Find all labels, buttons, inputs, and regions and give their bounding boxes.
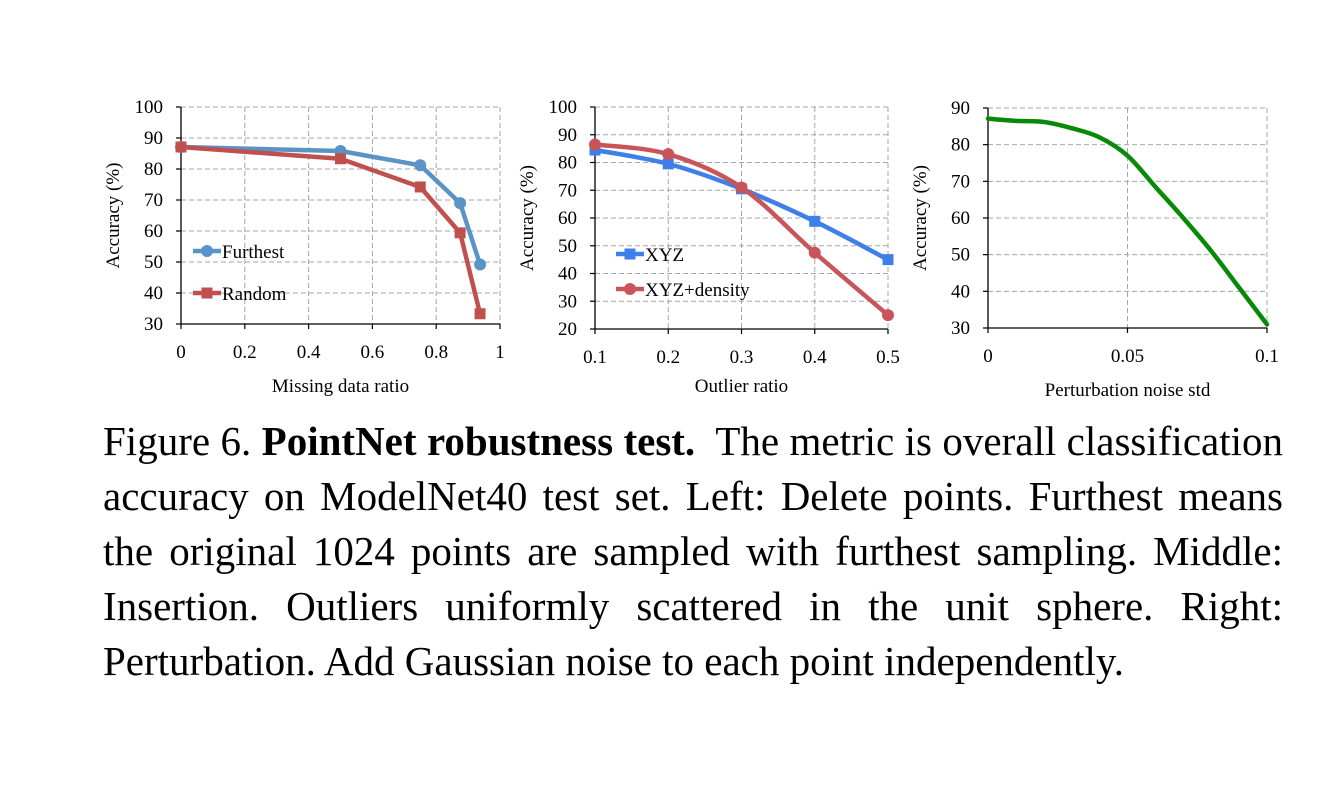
y-tick-label: 30 xyxy=(951,318,970,339)
y-tick-label: 60 xyxy=(558,208,577,229)
figure-charts: 30 40 50 60 70 80 90 100 0 0.2 0.4 0.6 0.8 1 Missing d… xyxy=(103,97,1279,401)
x-tick-label: 0.8 xyxy=(424,342,448,363)
x-tick-label: 0.05 xyxy=(1111,346,1144,367)
x-tick-label: 0.4 xyxy=(803,347,827,368)
y-tick-label: 60 xyxy=(144,221,163,242)
y-tick-label: 80 xyxy=(951,135,970,156)
x-tick-label: 0.3 xyxy=(730,347,754,368)
y-tick-label: 90 xyxy=(144,128,163,149)
x-axis-label: Perturbation noise std xyxy=(1045,380,1211,401)
data-point xyxy=(662,148,675,161)
y-tick-label: 80 xyxy=(558,153,577,174)
y-tick-label: 80 xyxy=(144,159,163,180)
data-point xyxy=(414,181,426,193)
y-tick-label: 100 xyxy=(549,97,578,118)
data-point xyxy=(809,215,821,227)
x-axis-label: Outlier ratio xyxy=(695,376,788,397)
caption-text: The metric is overall classification acc… xyxy=(103,418,1283,684)
y-tick-label: 50 xyxy=(558,236,577,257)
legend-label: Furthest xyxy=(222,242,285,263)
x-tick-label: 0.2 xyxy=(233,342,257,363)
data-point xyxy=(414,159,427,172)
data-point xyxy=(735,181,748,194)
data-point xyxy=(175,141,187,153)
legend-marker xyxy=(201,287,213,299)
legend-label: Random xyxy=(222,284,287,305)
data-point xyxy=(335,153,346,165)
chart-3: 30 40 50 60 70 80 90 0 0.05 0.1 Perturbation noise… xyxy=(910,98,1279,401)
caption-label: Figure 6. xyxy=(103,418,252,464)
legend-marker xyxy=(201,245,213,257)
data-point xyxy=(882,309,894,322)
y-tick-label: 70 xyxy=(558,180,577,201)
data-point xyxy=(454,197,467,210)
data-point xyxy=(589,138,601,151)
y-tick-label: 20 xyxy=(558,319,577,340)
y-tick-label: 70 xyxy=(144,190,163,211)
data-point xyxy=(454,227,466,239)
y-tick-label: 40 xyxy=(144,283,163,304)
data-point xyxy=(662,158,674,170)
y-tick-label: 90 xyxy=(558,125,577,146)
y-axis-label: Accuracy (%) xyxy=(103,162,124,268)
y-tick-label: 50 xyxy=(951,245,970,266)
figure-caption: Figure 6. PointNet robustness test. The … xyxy=(103,414,1283,689)
legend-marker xyxy=(624,283,636,295)
series-line xyxy=(985,116,1270,327)
legend-label: XYZ xyxy=(645,245,684,266)
legend-marker xyxy=(624,248,636,260)
y-tick-label: 30 xyxy=(144,314,163,335)
x-tick-label: 0.1 xyxy=(1255,346,1279,367)
caption-title: PointNet robustness test. xyxy=(261,418,696,464)
x-tick-label: 0.4 xyxy=(297,342,321,363)
x-tick-label: 0.1 xyxy=(583,347,607,368)
x-tick-label: 0.6 xyxy=(361,342,385,363)
y-axis-label: Accuracy (%) xyxy=(910,165,931,271)
y-axis-label: Accuracy (%) xyxy=(517,165,538,271)
y-tick-label: 50 xyxy=(144,252,163,273)
y-tick-label: 30 xyxy=(558,291,577,312)
legend-label: XYZ+density xyxy=(645,280,750,301)
x-tick-label: 0.2 xyxy=(656,347,680,368)
y-tick-label: 40 xyxy=(558,264,577,285)
chart-1: 30 40 50 60 70 80 90 100 0 0.2 0.4 0.6 0.8 1 Missing d… xyxy=(103,97,505,397)
x-tick-label: 0 xyxy=(176,342,186,363)
y-tick-label: 60 xyxy=(951,208,970,229)
chart-2: 20 30 40 50 60 70 80 90 100 0.1 0.2 0.3 0.4 0.5 Outlie… xyxy=(517,97,900,397)
y-tick-label: 100 xyxy=(135,97,164,118)
x-tick-label: 0 xyxy=(983,346,993,367)
y-tick-label: 70 xyxy=(951,171,970,192)
y-tick-label: 40 xyxy=(951,281,970,302)
data-point xyxy=(882,254,894,266)
x-axis-label: Missing data ratio xyxy=(272,376,409,397)
y-tick-label: 90 xyxy=(951,98,970,119)
data-point xyxy=(474,258,487,271)
x-tick-label: 1 xyxy=(495,342,505,363)
x-tick-label: 0.5 xyxy=(876,347,900,368)
data-point xyxy=(474,308,486,320)
data-point xyxy=(808,246,821,259)
